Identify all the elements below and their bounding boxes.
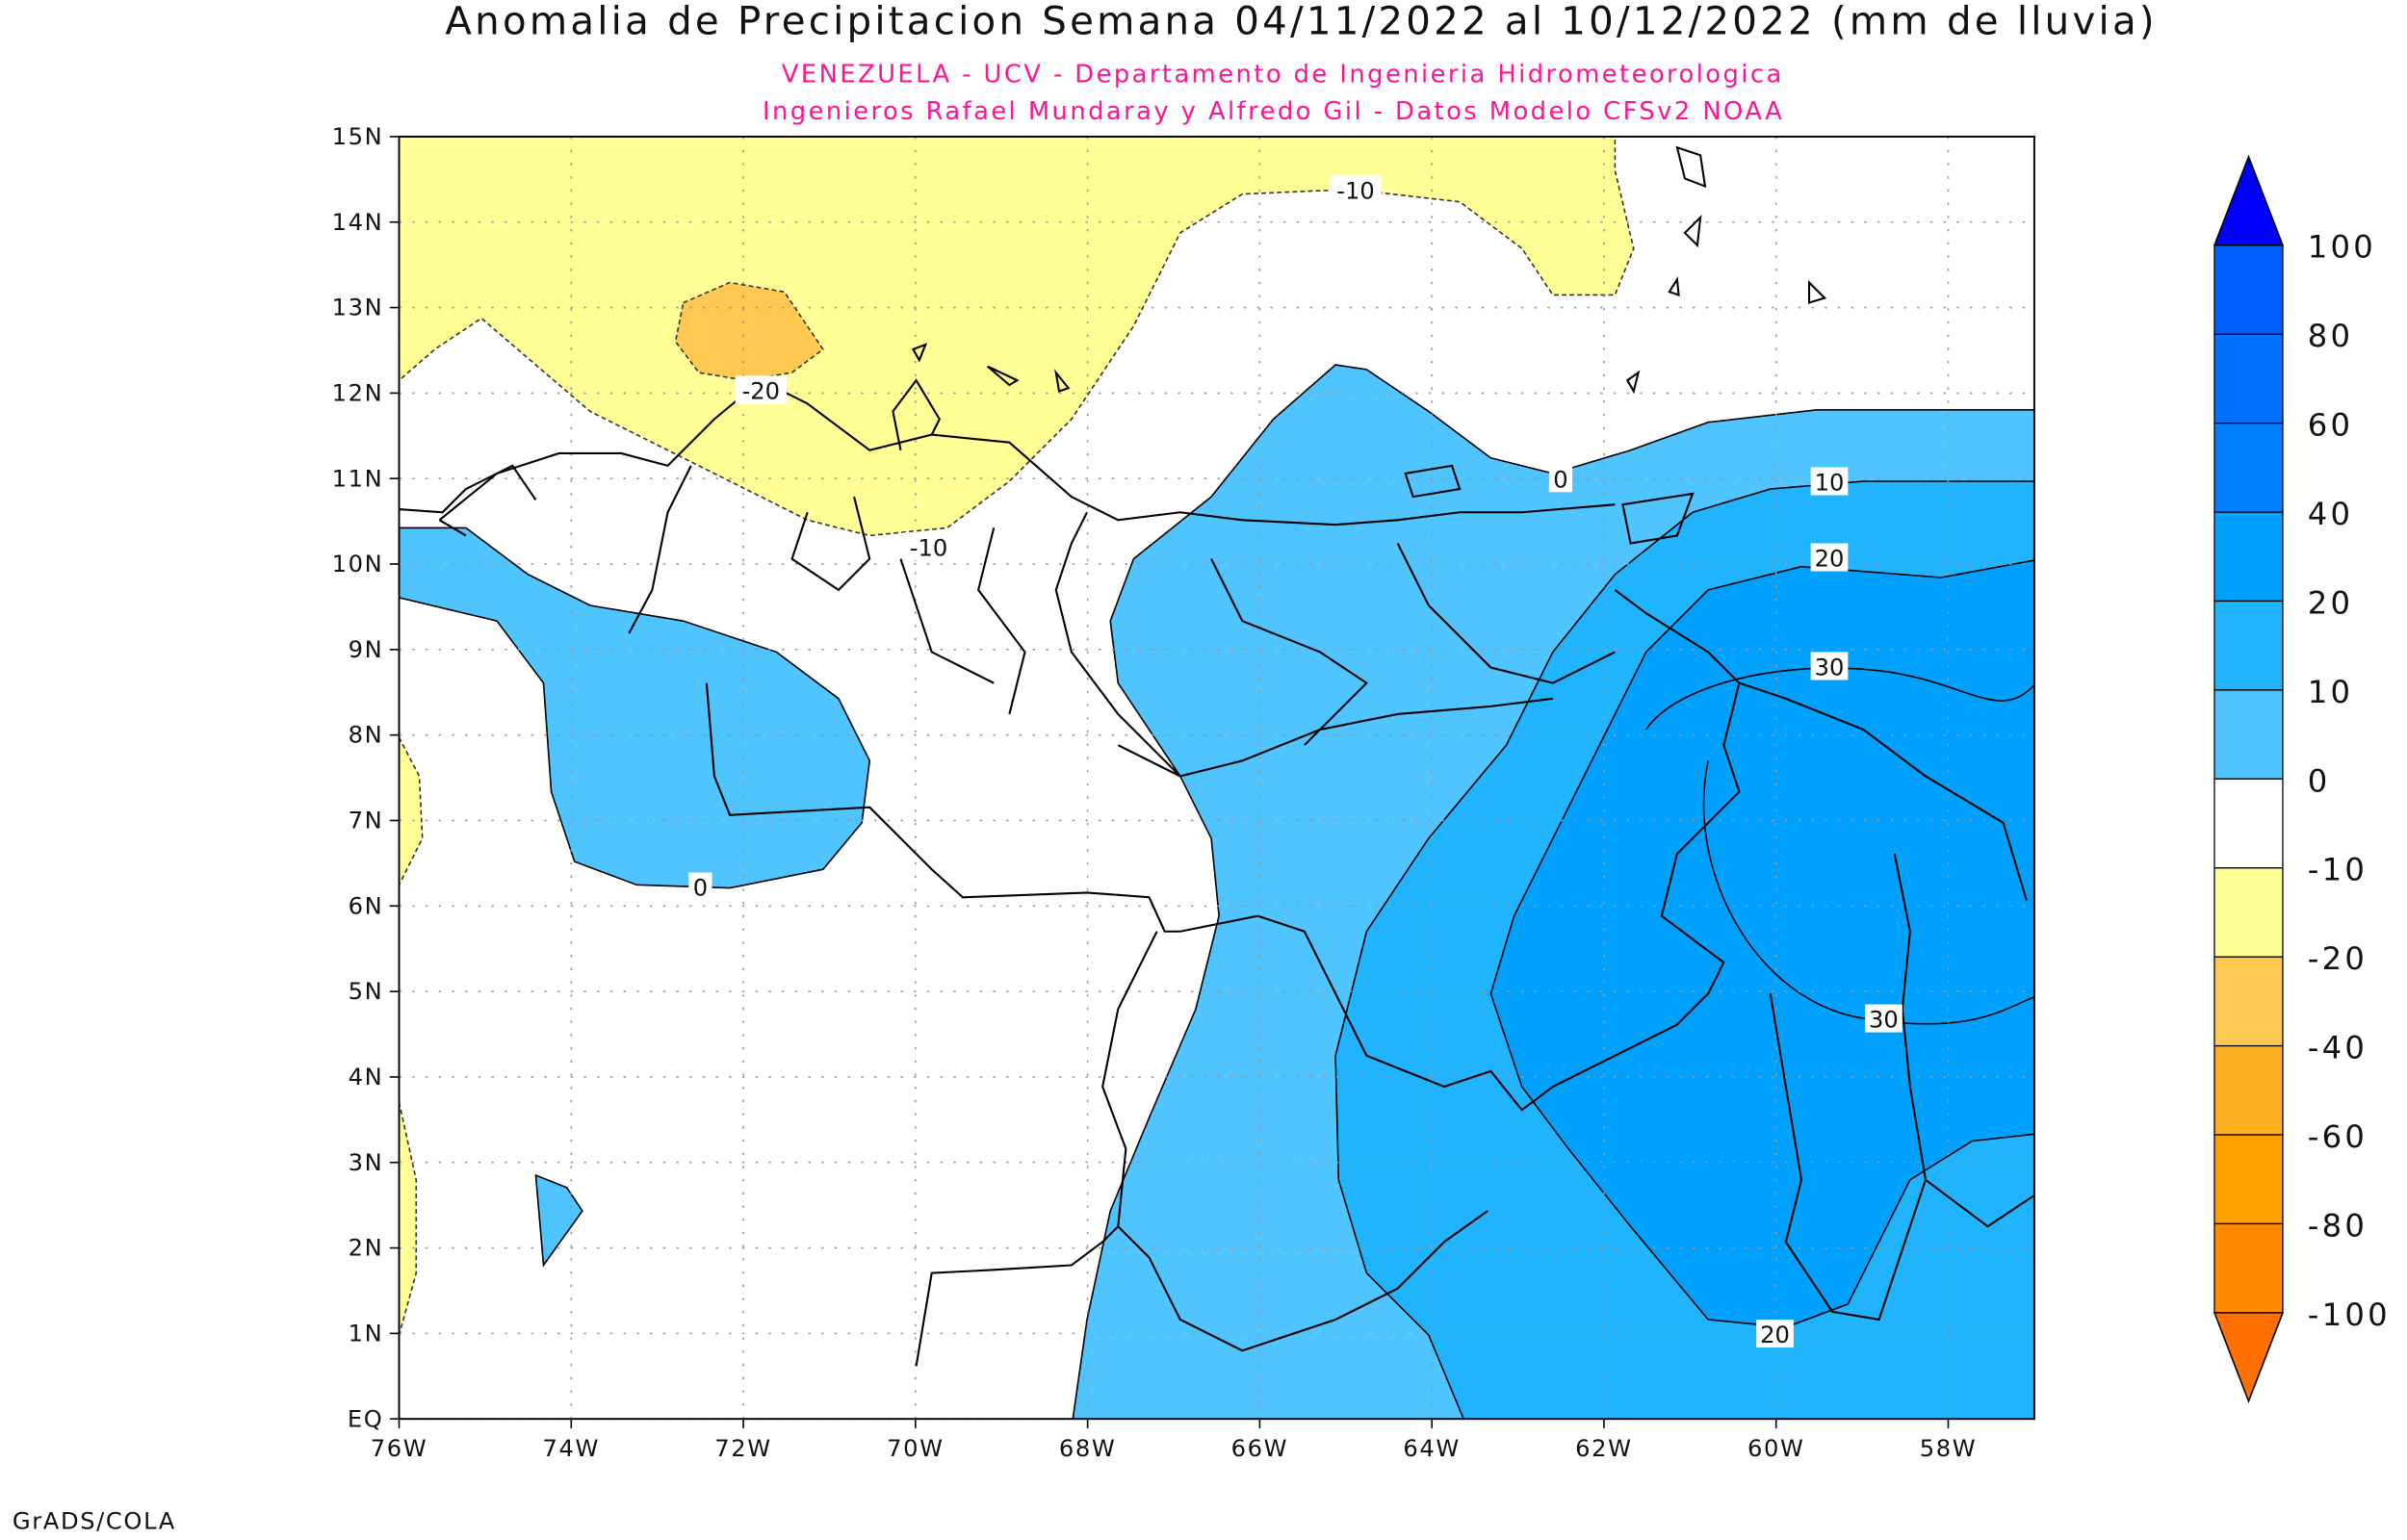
x-tick-label: 70W — [887, 1435, 945, 1462]
x-tick-label: 68W — [1059, 1435, 1117, 1462]
colorbar-segment — [2213, 867, 2284, 958]
colorbar-segment — [2213, 1044, 2284, 1136]
y-tick-label: 3N — [349, 1149, 384, 1176]
contour-30 — [1645, 667, 2034, 1025]
y-tick-label: 4N — [349, 1064, 384, 1091]
y-tick-label: 6N — [349, 892, 384, 919]
x-tick-label: 58W — [1920, 1435, 1978, 1462]
colorbar-segment — [2213, 956, 2284, 1047]
y-tick-label: 12N — [332, 379, 384, 406]
colorbar-label: 0 — [2308, 762, 2331, 799]
contour-label-bg — [735, 375, 787, 404]
colorbar-label: -40 — [2308, 1030, 2368, 1066]
contour-label: 20 — [1815, 546, 1845, 573]
fill-neg10-west-strip — [399, 736, 424, 1336]
y-tick-label: 5N — [349, 978, 384, 1005]
colorbar-segment — [2213, 511, 2284, 603]
x-tick-label: 72W — [714, 1435, 772, 1462]
colorbar-label: -10 — [2308, 852, 2368, 888]
contour-label-bg — [1330, 175, 1382, 204]
contour-label-bg — [1810, 652, 1849, 680]
y-tick-label: 7N — [349, 808, 384, 834]
colorbar-segment — [2213, 1134, 2284, 1225]
colorbar-lower-arrow — [2213, 1312, 2285, 1404]
fill-0-to-10-west — [399, 526, 871, 1268]
x-tick-label: 64W — [1403, 1435, 1461, 1462]
contour-label-bg — [902, 532, 955, 561]
contour-labels: -10 -20 -10 0 0 10 20 30 30 20 — [688, 175, 1902, 1348]
fill-20-to-40 — [1489, 559, 2034, 1328]
fill-neg10-to-neg20 — [399, 136, 1635, 537]
contour-label: 20 — [1760, 1322, 1790, 1348]
contour-label: -10 — [1336, 177, 1375, 204]
contour-label: 30 — [1815, 654, 1845, 681]
contour-label: -10 — [910, 534, 948, 561]
colorbar-segment — [2213, 1222, 2284, 1314]
y-tick-label: 11N — [332, 465, 384, 492]
colorbar-label: 80 — [2308, 318, 2354, 354]
colorbar-label: 40 — [2308, 496, 2354, 532]
subtitle-line-1: VENEZUELA - UCV - Departamento de Ingeni… — [782, 60, 1784, 89]
axis-ticks: EQ 1N 2N 3N 4N 5N 6N 7N 8N 9N 10N 11N 12N 13N 14N 15N 76… — [332, 123, 1978, 1462]
fill-neg20-to-neg40 — [674, 281, 824, 381]
colorbar-label: -100 — [2308, 1296, 2391, 1333]
y-tick-label: 15N — [332, 123, 384, 150]
colorbar-label: 100 — [2308, 229, 2376, 266]
colorbar-label: 20 — [2308, 584, 2354, 621]
y-tick-label: 2N — [349, 1235, 384, 1262]
contour-label-bg — [1810, 543, 1849, 572]
contour-label: 10 — [1815, 470, 1845, 497]
colorbar-segment — [2213, 244, 2284, 335]
coastlines-and-borders — [399, 145, 2034, 1367]
contour-label-bg — [688, 872, 712, 901]
contour-label: 30 — [1869, 1007, 1899, 1034]
y-tick-label: EQ — [348, 1405, 384, 1432]
footer-credit: GrADS/COLA — [13, 1508, 176, 1535]
y-tick-label: 14N — [332, 209, 384, 236]
y-tick-label: 10N — [332, 551, 384, 578]
x-tick-label: 60W — [1747, 1435, 1805, 1462]
colorbar-segment — [2213, 333, 2284, 424]
contour-label: 0 — [1553, 466, 1567, 493]
colorbar-segment — [2213, 778, 2284, 869]
colorbar-segment — [2213, 689, 2284, 780]
y-tick-label: 9N — [349, 636, 384, 663]
subtitle-line-2: Ingenieros Rafael Mundaray y Alfredo Gil… — [763, 97, 1784, 126]
x-tick-label: 76W — [371, 1435, 428, 1462]
x-tick-label: 74W — [543, 1435, 601, 1462]
colorbar-label: 10 — [2308, 674, 2354, 710]
colorbar-label: 60 — [2308, 407, 2354, 444]
colorbar-label: -80 — [2308, 1207, 2368, 1244]
y-tick-label: 13N — [332, 295, 384, 321]
contour-label: -20 — [742, 378, 781, 405]
y-tick-label: 8N — [349, 722, 384, 749]
contour-label-bg — [1810, 467, 1849, 496]
map-area: -10 -20 -10 0 0 10 20 30 30 20 — [399, 136, 2034, 1420]
colorbar-segment — [2213, 600, 2284, 691]
colorbar-segment — [2213, 423, 2284, 513]
contour-label-bg — [1548, 464, 1573, 493]
colorbar-upper-arrow — [2213, 154, 2285, 246]
x-tick-label: 66W — [1231, 1435, 1289, 1462]
x-tick-label: 62W — [1575, 1435, 1633, 1462]
map-frame — [398, 135, 2035, 1421]
colorbar-label: -20 — [2308, 940, 2368, 977]
contour-label-bg — [1865, 1004, 1902, 1033]
contour-label-bg — [1756, 1319, 1794, 1348]
colorbar-label: -60 — [2308, 1118, 2368, 1155]
y-tick-label: 1N — [349, 1320, 384, 1347]
map-title: Anomalia de Precipitacion Semana 04/11/2… — [445, 0, 2157, 43]
contour-label: 0 — [693, 875, 708, 902]
